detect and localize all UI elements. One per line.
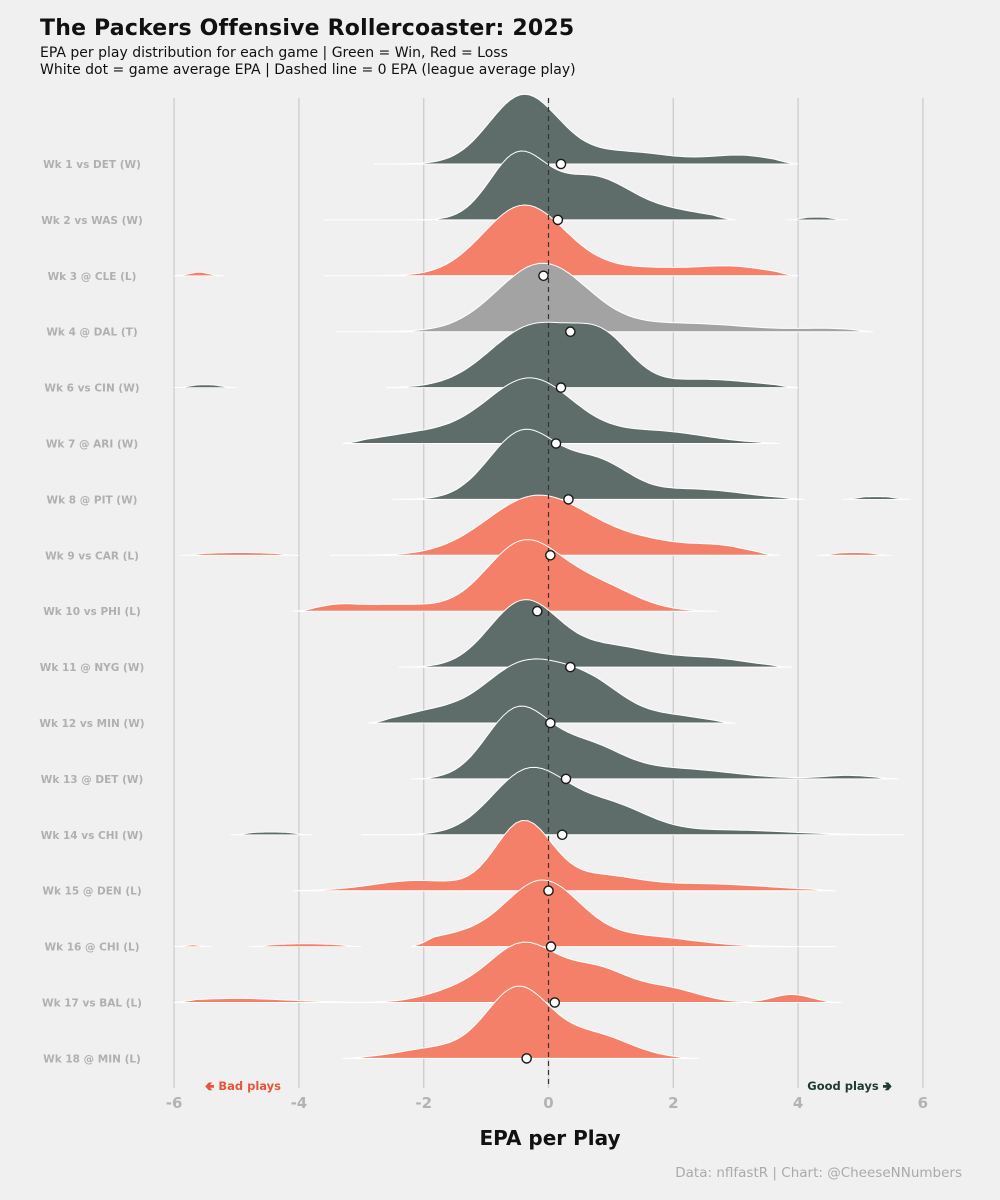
ridge-6: Wk 7 @ ARI (W) — [46, 377, 780, 451]
ridge-5: Wk 6 vs CIN (W) — [44, 321, 799, 395]
density-blob — [816, 552, 892, 556]
x-tick-label: 6 — [918, 1094, 928, 1112]
ridge-4: Wk 4 @ DAL (T) — [46, 262, 874, 339]
density-blob — [785, 216, 848, 221]
density-curve — [323, 204, 799, 277]
mean-dot — [521, 1053, 532, 1064]
x-tick-label: -2 — [415, 1094, 432, 1112]
density-curve — [336, 262, 874, 333]
row-label: Wk 12 vs MIN (W) — [39, 718, 144, 730]
density-curve — [292, 539, 718, 612]
ridge-1: Wk 1 vs DET (W) — [43, 93, 799, 171]
row-label: Wk 17 vs BAL (L) — [42, 998, 142, 1010]
density-curve — [323, 150, 736, 221]
ridge-7: Wk 8 @ PIT (W) — [47, 428, 911, 506]
density-curve — [292, 819, 836, 892]
density-blob — [174, 944, 212, 947]
row-label: Wk 11 @ NYG (W) — [40, 662, 145, 674]
x-tick-label: 0 — [543, 1094, 553, 1112]
density-blob — [174, 272, 224, 277]
ridge-16: Wk 17 vs BAL (L) — [42, 941, 842, 1010]
density-curve — [373, 93, 799, 165]
mean-dot — [545, 717, 556, 729]
density-curve — [330, 494, 780, 556]
ridge-11: Wk 12 vs MIN (W) — [39, 658, 736, 730]
density-blob — [180, 552, 299, 556]
row-label: Wk 13 @ DET (W) — [41, 774, 144, 786]
mean-dot — [565, 326, 576, 338]
x-tick-label: 2 — [668, 1094, 678, 1112]
ridge-13: Wk 14 vs CHI (W) — [41, 766, 905, 842]
ridges: Wk 1 vs DET (W) Wk 2 vs WAS (W) Wk 3 @ CLE… — [39, 93, 911, 1065]
mean-dot — [563, 494, 574, 505]
mean-dot — [552, 214, 564, 226]
row-label: Wk 6 vs CIN (W) — [44, 383, 139, 395]
density-blob — [841, 496, 911, 500]
mean-dot — [555, 158, 567, 170]
row-label: Wk 14 vs CHI (W) — [41, 830, 143, 842]
row-label: Wk 4 @ DAL (T) — [46, 327, 137, 339]
ridge-9: Wk 10 vs PHI (L) — [43, 539, 718, 618]
density-curve — [342, 985, 699, 1059]
density-blob — [249, 943, 362, 947]
row-label: Wk 16 @ CHI (L) — [45, 942, 140, 954]
bad-plays-annotation: 🢀 Bad plays — [205, 1079, 281, 1093]
density-curve — [367, 658, 736, 724]
row-label: Wk 8 @ PIT (W) — [47, 494, 138, 506]
subtitle-line-1: EPA per play distribution for each game … — [40, 45, 508, 61]
ridge-8: Wk 9 vs CAR (L) — [45, 494, 892, 562]
chart-title: The Packers Offensive Rollercoaster: 202… — [40, 16, 575, 41]
mean-dot — [538, 270, 549, 282]
row-label: Wk 18 @ MIN (L) — [43, 1053, 141, 1065]
mean-dot — [545, 550, 556, 561]
caption: Data: nflfastR | Chart: @CheeseNNumbers — [675, 1165, 962, 1181]
x-tick-label: 4 — [793, 1094, 803, 1112]
row-label: Wk 9 vs CAR (L) — [45, 550, 139, 562]
density-curve — [361, 766, 905, 836]
mean-dot — [560, 773, 572, 785]
density-curve — [174, 941, 842, 1003]
ridge-17: Wk 18 @ MIN (L) — [43, 985, 699, 1065]
x-axis-title: EPA per Play — [479, 1126, 621, 1150]
row-label: Wk 2 vs WAS (W) — [41, 215, 143, 227]
mean-dot — [555, 382, 567, 393]
x-tick-label: -4 — [291, 1094, 308, 1112]
mean-dot — [556, 829, 568, 841]
mean-dot — [550, 438, 562, 449]
density-curve — [411, 705, 898, 780]
density-blob — [230, 831, 312, 836]
mean-dot — [549, 997, 561, 1008]
density-curve — [392, 428, 805, 500]
ridge-12: Wk 13 @ DET (W) — [41, 705, 898, 786]
good-plays-annotation: Good plays 🢂 — [807, 1079, 892, 1093]
ridge-3: Wk 3 @ CLE (L) — [48, 204, 799, 283]
mean-dot — [565, 661, 576, 673]
subtitle-line-2: White dot = game average EPA | Dashed li… — [40, 62, 576, 78]
density-curve — [386, 321, 799, 389]
ridge-15: Wk 16 @ CHI (L) — [45, 879, 836, 954]
mean-dot — [545, 941, 557, 952]
row-label: Wk 3 @ CLE (L) — [48, 271, 137, 283]
row-label: Wk 15 @ DEN (L) — [42, 886, 141, 898]
density-curve — [398, 599, 792, 668]
row-label: Wk 10 vs PHI (L) — [43, 606, 141, 618]
ridge-10: Wk 11 @ NYG (W) — [40, 599, 792, 674]
ridge-2: Wk 2 vs WAS (W) — [41, 150, 848, 227]
ridge-14: Wk 15 @ DEN (L) — [42, 819, 836, 898]
mean-dot — [543, 885, 554, 897]
density-curve — [411, 879, 836, 948]
density-blob — [174, 384, 237, 388]
mean-dot — [531, 605, 543, 617]
density-curve — [342, 377, 780, 444]
x-tick-label: -6 — [166, 1094, 183, 1112]
row-label: Wk 1 vs DET (W) — [43, 159, 141, 171]
row-label: Wk 7 @ ARI (W) — [46, 439, 138, 451]
